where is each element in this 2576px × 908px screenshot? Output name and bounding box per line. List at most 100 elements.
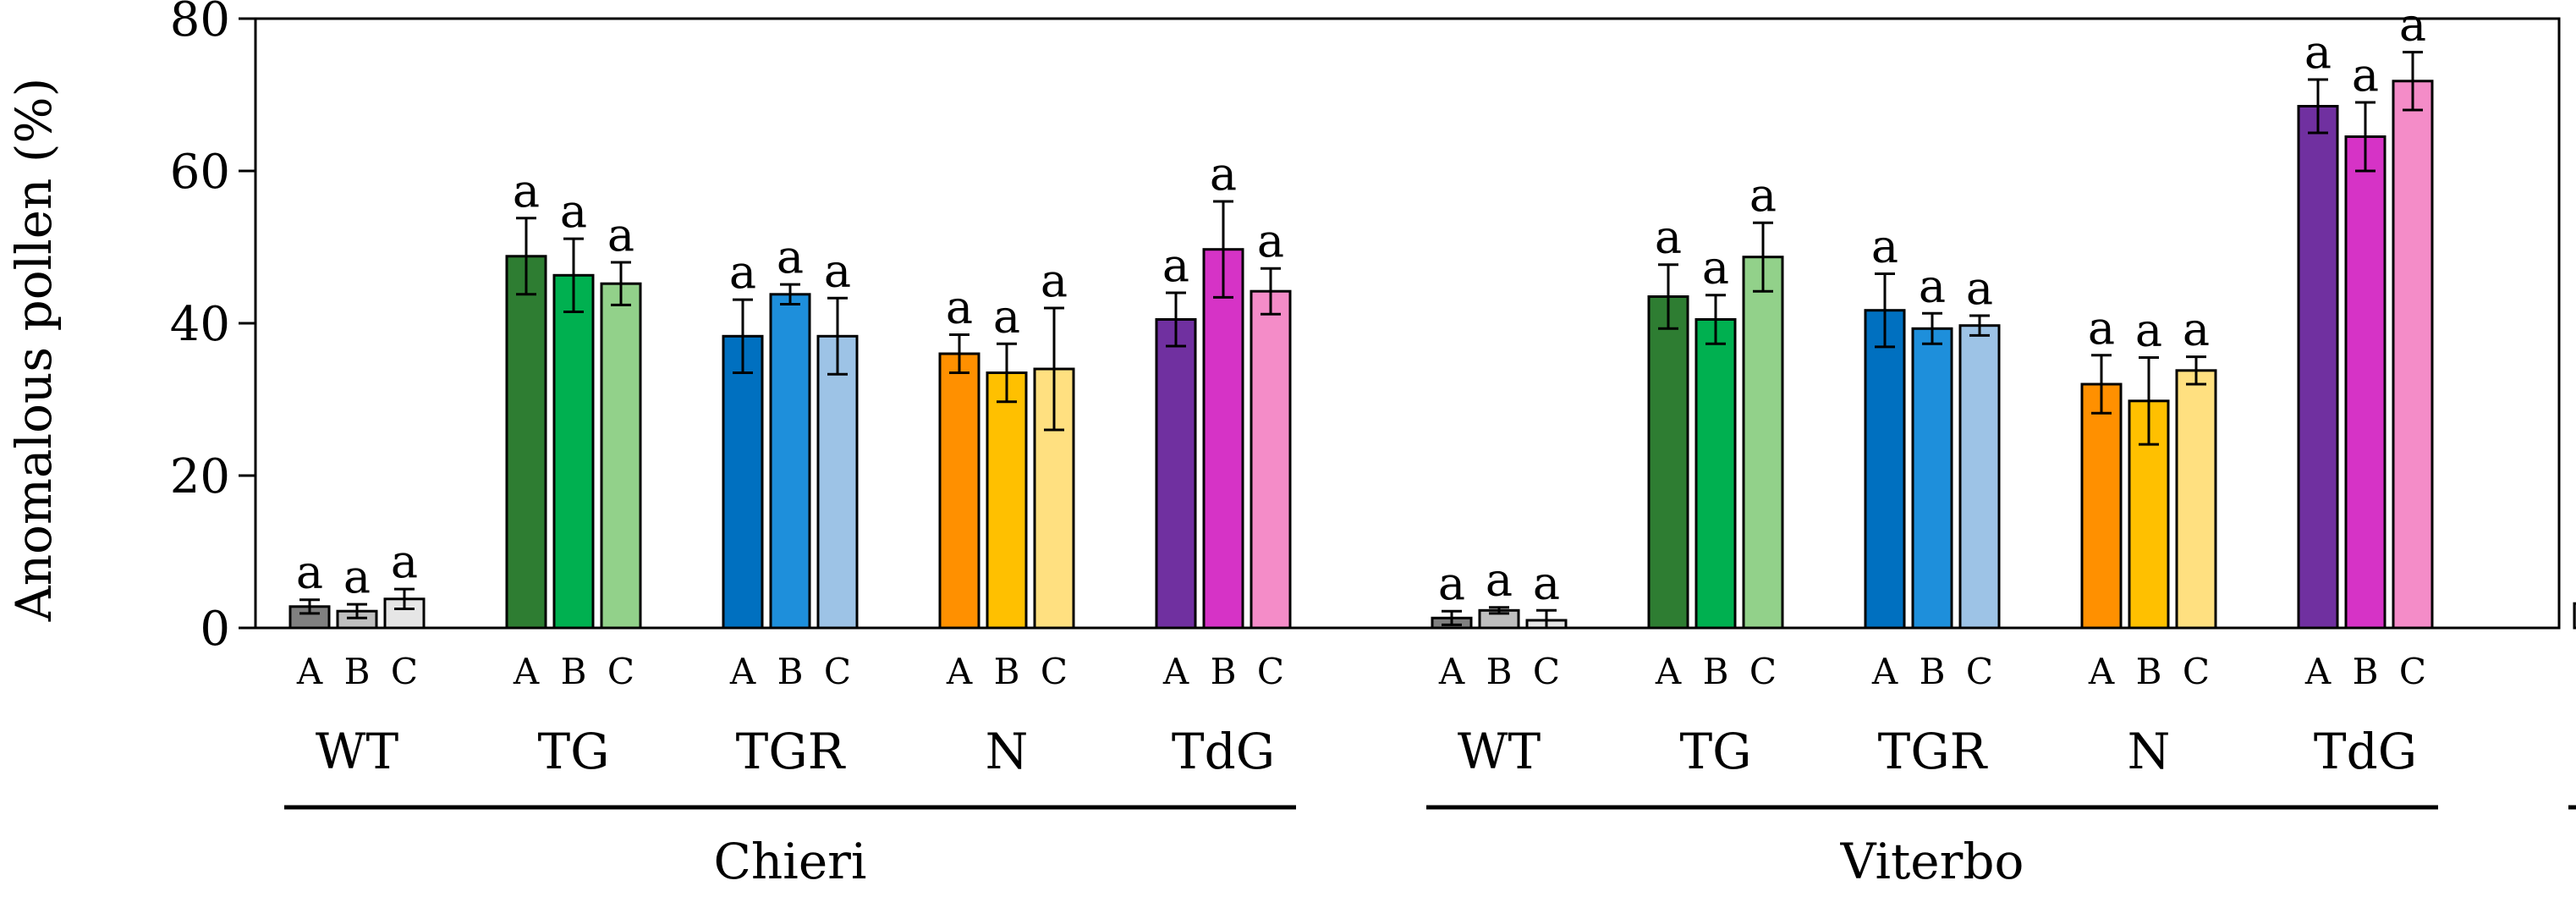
significance-letter: a bbox=[2088, 301, 2115, 355]
group-label: TdG bbox=[1172, 723, 1275, 780]
category-label: C bbox=[2399, 651, 2426, 692]
bar bbox=[552, 273, 595, 630]
significance-letter: a bbox=[1486, 553, 1513, 607]
bar bbox=[1742, 256, 1784, 630]
bar bbox=[938, 352, 980, 630]
category-label: C bbox=[1041, 651, 1068, 692]
category-label: B bbox=[344, 651, 371, 692]
category-label: A bbox=[1655, 651, 1682, 692]
significance-letter: a bbox=[2304, 25, 2332, 79]
y-tick-label: 60 bbox=[170, 145, 230, 200]
significance-letter: a bbox=[1257, 214, 1284, 267]
significance-letter: a bbox=[946, 281, 973, 334]
group-label: N bbox=[2128, 723, 2171, 780]
category-label: C bbox=[391, 651, 418, 692]
bar bbox=[1155, 318, 1197, 630]
bar bbox=[986, 371, 1028, 630]
bar bbox=[2297, 105, 2339, 630]
group-label: TdG bbox=[2314, 723, 2417, 780]
significance-letter: a bbox=[1702, 241, 1729, 294]
significance-letter: a bbox=[391, 535, 418, 588]
bar bbox=[505, 255, 547, 630]
category-label: B bbox=[1211, 651, 1237, 692]
significance-letter: a bbox=[1655, 211, 1682, 264]
bar bbox=[2344, 135, 2387, 630]
bar bbox=[1694, 318, 1737, 630]
bar bbox=[600, 282, 642, 630]
site-label: Viterbo bbox=[1840, 833, 2024, 890]
bar bbox=[1250, 289, 1292, 630]
category-label: B bbox=[994, 651, 1020, 692]
category-label: B bbox=[561, 651, 587, 692]
significance-letter: a bbox=[777, 230, 804, 283]
category-label: C bbox=[1257, 651, 1284, 692]
significance-letter: a bbox=[993, 289, 1020, 343]
significance-letter: a bbox=[824, 244, 851, 297]
significance-letter: a bbox=[1533, 556, 1560, 609]
significance-letter: a bbox=[1749, 168, 1777, 222]
category-label: C bbox=[1533, 651, 1560, 692]
bar bbox=[1958, 324, 2001, 630]
bar bbox=[1911, 327, 1953, 630]
group-label: TG bbox=[537, 723, 609, 780]
significance-letter: a bbox=[1438, 557, 1465, 610]
group-label: TG bbox=[1679, 723, 1751, 780]
significance-letter: a bbox=[2399, 0, 2426, 52]
group-label: TGR bbox=[736, 723, 847, 780]
significance-letter: a bbox=[1210, 147, 1237, 201]
y-tick-label: 0 bbox=[200, 602, 230, 657]
category-label: A bbox=[1162, 651, 1189, 692]
significance-letter: a bbox=[513, 164, 540, 217]
bar bbox=[1202, 248, 1244, 630]
y-tick-label: 20 bbox=[170, 449, 230, 504]
category-label: A bbox=[296, 651, 323, 692]
category-label: A bbox=[1438, 651, 1465, 692]
plot-layer: 020406080aAaBaCWTaAaBaCTGaAaBaCTGRaAaBaC… bbox=[170, 0, 2576, 890]
significance-letter: a bbox=[2135, 304, 2162, 357]
bar bbox=[2175, 369, 2217, 630]
bar bbox=[1864, 309, 1906, 630]
category-label: A bbox=[2088, 651, 2115, 692]
category-label: C bbox=[824, 651, 851, 692]
significance-letter: a bbox=[1966, 261, 1993, 315]
category-label: A bbox=[729, 651, 756, 692]
group-label: WT bbox=[316, 723, 399, 780]
category-label: A bbox=[513, 651, 540, 692]
significance-letter: a bbox=[1162, 239, 1189, 292]
category-label: C bbox=[2183, 651, 2210, 692]
category-label: A bbox=[946, 651, 973, 692]
significance-letter: a bbox=[343, 550, 371, 603]
category-label: B bbox=[2136, 651, 2162, 692]
category-label: B bbox=[2353, 651, 2379, 692]
category-label: C bbox=[1749, 651, 1777, 692]
significance-letter: a bbox=[607, 208, 634, 261]
bar bbox=[816, 334, 859, 630]
site-label: Chieri bbox=[714, 833, 867, 890]
bar bbox=[769, 293, 811, 630]
significance-letter: a bbox=[2352, 48, 2379, 102]
group-label: N bbox=[986, 723, 1029, 780]
category-label: A bbox=[2304, 651, 2332, 692]
significance-letter: a bbox=[560, 184, 587, 238]
bar bbox=[722, 334, 764, 630]
bar bbox=[2573, 602, 2576, 630]
bar bbox=[2080, 382, 2123, 630]
significance-letter: a bbox=[729, 245, 756, 299]
category-label: A bbox=[1871, 651, 1898, 692]
group-label: WT bbox=[1458, 723, 1541, 780]
bar bbox=[1647, 295, 1689, 630]
category-label: B bbox=[777, 651, 804, 692]
category-label: B bbox=[1486, 651, 1513, 692]
y-tick-label: 80 bbox=[170, 0, 230, 47]
category-label: C bbox=[1966, 651, 1993, 692]
group-label: TGR bbox=[1878, 723, 1989, 780]
bar bbox=[2392, 80, 2434, 630]
category-label: B bbox=[1703, 651, 1729, 692]
significance-letter: a bbox=[2183, 303, 2210, 356]
significance-letter: a bbox=[296, 546, 323, 599]
category-label: B bbox=[1920, 651, 1946, 692]
significance-letter: a bbox=[1919, 259, 1946, 312]
category-label: C bbox=[607, 651, 634, 692]
y-axis-label: Anomalous pollen (%) bbox=[5, 78, 63, 622]
